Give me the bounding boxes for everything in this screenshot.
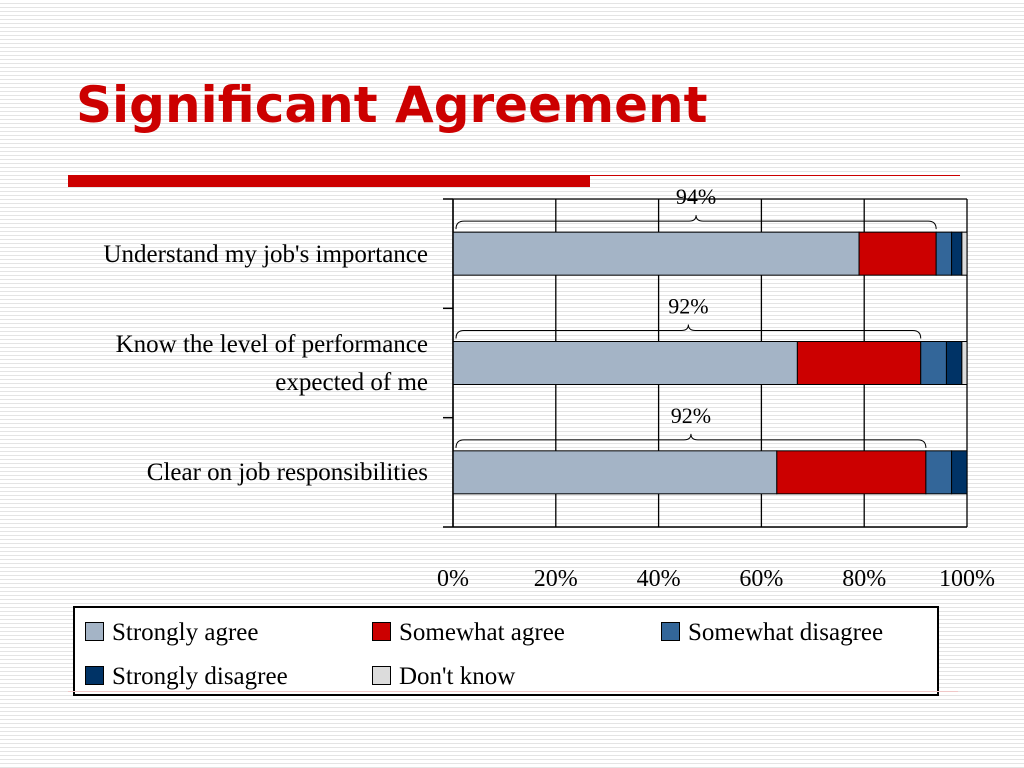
x-tick-label: 40% xyxy=(637,566,681,592)
x-tick-label: 0% xyxy=(437,566,469,592)
legend-item-somewhat-disagree: Somewhat disagree xyxy=(661,618,883,648)
bottom-divider xyxy=(68,691,958,692)
category-label-3: Clear on job responsibilities xyxy=(146,459,428,486)
slide-title: Significant Agreement xyxy=(76,76,708,134)
bar-segment xyxy=(961,341,968,385)
x-tick-label: 80% xyxy=(842,566,886,592)
bar-segment xyxy=(961,231,968,276)
chart-bars xyxy=(452,231,968,495)
x-tick-label: 20% xyxy=(534,566,578,592)
bar-segment xyxy=(925,450,953,495)
x-tick-label: 60% xyxy=(739,566,783,592)
bar-segment xyxy=(858,231,937,276)
legend-swatch xyxy=(372,622,391,641)
bar-segment xyxy=(945,341,963,385)
title-underline-thin xyxy=(590,175,960,176)
chart-legend: Strongly agree Somewhat agree Somewhat d… xyxy=(73,606,939,696)
legend-swatch xyxy=(85,622,104,641)
legend-swatch xyxy=(372,666,391,685)
bar-segment xyxy=(951,450,968,495)
bar-segment xyxy=(935,231,953,276)
chart-axes: 0% 20% 40% 60% 80% 100% xyxy=(437,198,995,592)
agreement-total-label: 92% xyxy=(671,403,711,428)
title-underline-thick xyxy=(68,175,590,187)
legend-swatch xyxy=(85,666,104,685)
agreement-total-label: 94% xyxy=(676,184,716,209)
agreement-bracket xyxy=(455,433,927,448)
bar-segment xyxy=(796,341,922,385)
bar-segment xyxy=(452,231,860,276)
category-label-1: Understand my job's importance xyxy=(103,241,428,268)
legend-item-strongly-agree: Strongly agree xyxy=(85,618,258,648)
bar-segment xyxy=(951,231,963,276)
legend-item-dont-know: Don't know xyxy=(372,662,515,692)
x-tick-label: 100% xyxy=(939,566,995,592)
bar-segment xyxy=(776,450,927,495)
bar-segment xyxy=(452,341,798,385)
legend-swatch xyxy=(661,622,680,641)
legend-item-somewhat-agree: Somewhat agree xyxy=(372,618,565,648)
agreement-bracket xyxy=(455,215,937,230)
bar-segment xyxy=(452,450,778,495)
agreement-bracket xyxy=(455,324,922,339)
bar-segment xyxy=(920,341,947,385)
category-label-2: Know the level of performance expected o… xyxy=(115,331,428,396)
stacked-bar-chart: 0% 20% 40% 60% 80% 100% 94% 92% 92% xyxy=(437,184,995,592)
legend-item-strongly-disagree: Strongly disagree xyxy=(85,662,288,692)
agreement-total-label: 92% xyxy=(668,294,708,319)
